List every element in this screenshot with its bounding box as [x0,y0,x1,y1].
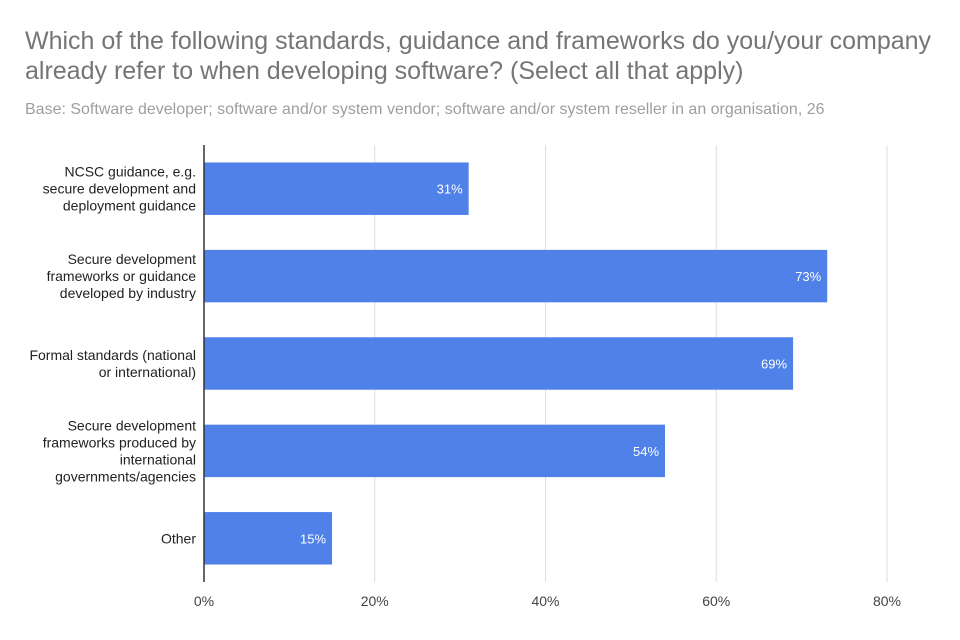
category-label-line: developed by industry [60,285,196,301]
category-label-line: Secure development [68,251,197,267]
bar[interactable] [204,249,828,303]
data-label: 69% [761,357,787,372]
category-label-line: international [120,451,196,467]
x-tick-label: 80% [873,593,901,609]
category-label-line: Secure development [68,417,197,433]
bar[interactable] [204,162,469,215]
category-label: NCSC guidance, e.g. secure development an… [43,164,197,214]
category-label: Secure development frameworks or guidance… [47,251,197,301]
category-label-line: or international) [99,364,196,380]
chart-title: Which of the following standards, guidan… [25,27,932,85]
category-label: Secure development frameworks produced by… [43,417,196,484]
data-label: 73% [795,269,821,284]
x-tick-label: 40% [531,593,559,609]
category-label-line: NCSC guidance, e.g. [64,164,196,180]
category-label: Formal standards (national or internation… [29,347,196,380]
bar[interactable] [204,512,333,565]
category-label-line: governments/agencies [55,468,196,484]
chart-subtitle: Base: Software developer; software and/o… [25,101,825,118]
category-label-line: frameworks produced by [43,434,196,450]
category-label-line: frameworks or guidance [47,268,197,284]
x-tick-label: 60% [702,593,730,609]
category-label-line: Other [161,530,196,546]
bar[interactable] [204,424,666,478]
category-label-line: secure development and [43,181,196,197]
category-label: Other [161,530,196,546]
data-label: 31% [437,182,463,197]
data-label: 54% [633,444,659,459]
category-label-line: Formal standards (national [29,347,196,363]
data-label: 15% [300,531,326,546]
x-tick-label: 20% [361,593,389,609]
bar[interactable] [204,337,794,390]
x-tick-label: 0% [194,593,214,609]
category-label-line: deployment guidance [63,198,196,214]
